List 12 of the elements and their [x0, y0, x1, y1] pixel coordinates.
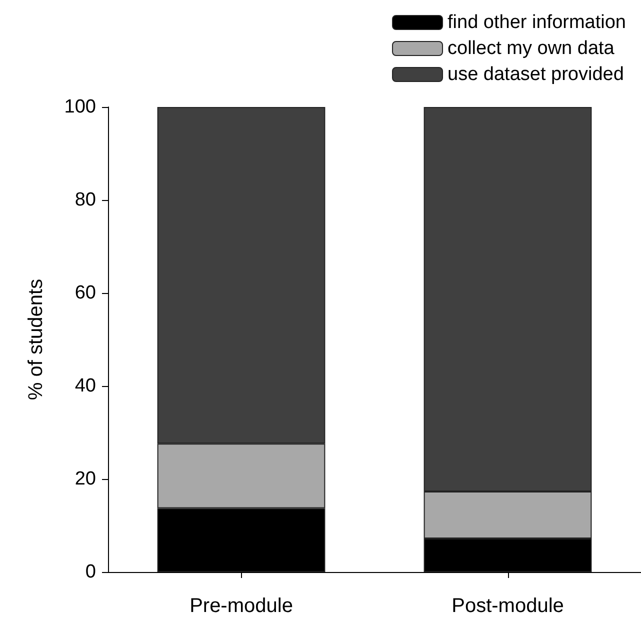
legend-label: collect my own data [448, 38, 615, 59]
y-tick-label: 40 [74, 376, 96, 396]
y-tick-label: 0 [85, 562, 96, 582]
y-tick-label: 80 [74, 190, 96, 210]
y-tick-label: 100 [64, 96, 96, 118]
y-tick-label: 20 [74, 468, 96, 490]
legend-label: use dataset provided [448, 64, 624, 85]
y-tick-label: 60 [74, 282, 96, 304]
x-tick-label: Post-module [452, 595, 564, 617]
x-tick-label: Pre-module [190, 595, 293, 617]
y-axis-title: % of students [25, 278, 47, 400]
legend-label: find other information [448, 12, 626, 33]
